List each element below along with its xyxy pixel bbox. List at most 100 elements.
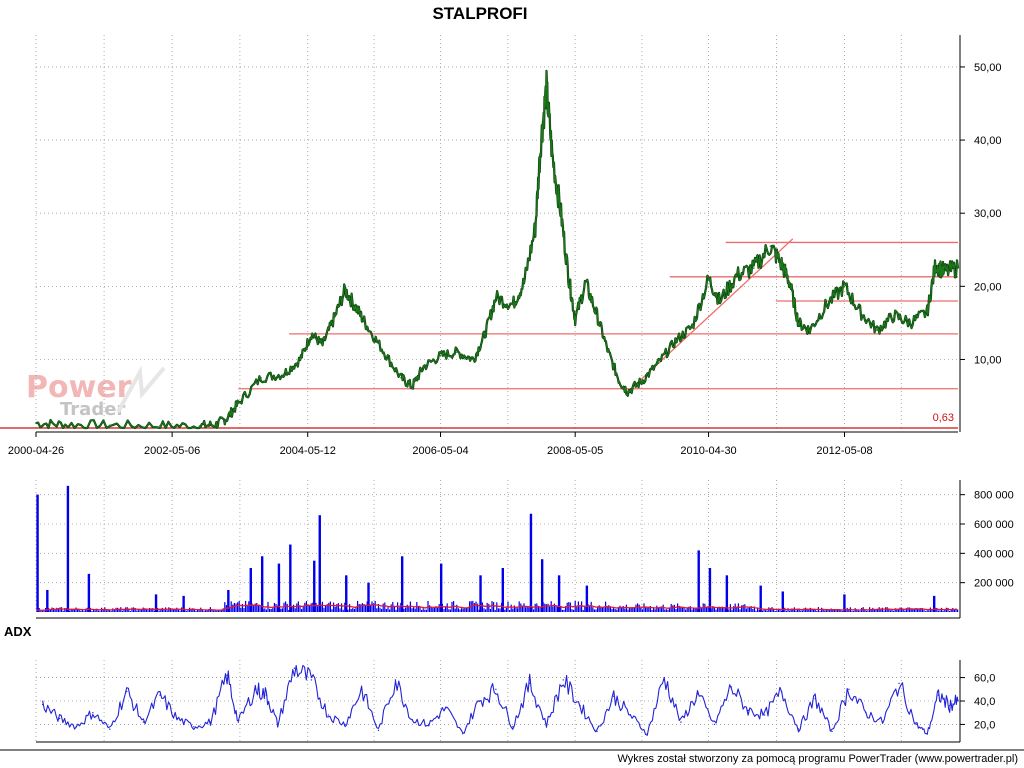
volume-spike-bar-21 — [557, 575, 561, 612]
price-point-19 — [411, 385, 413, 388]
volume-bar-204 — [363, 603, 365, 612]
volume-bar-521 — [870, 609, 872, 612]
adx-point-35 — [613, 695, 615, 698]
volume-bar-548 — [913, 608, 915, 612]
volume-bar-557 — [928, 610, 930, 612]
volume-bar-542 — [904, 610, 906, 612]
volume-bar-477 — [800, 610, 802, 612]
price-point-16 — [366, 325, 369, 328]
volume-bar-404 — [683, 607, 685, 612]
volume-spike-bar-0 — [36, 494, 39, 612]
volume-bar-179 — [323, 607, 325, 612]
adx-point-40 — [696, 693, 699, 695]
price-point-61 — [943, 270, 946, 273]
volume-spike-bar-14 — [367, 582, 370, 612]
volume-bar-349 — [595, 609, 597, 612]
volume-bar-331 — [566, 602, 568, 612]
price-point-55 — [859, 311, 861, 313]
volume-y-tick-label-2: 600 000 — [974, 519, 1014, 531]
volume-bar-441 — [742, 604, 744, 612]
volume-bar-366 — [622, 606, 624, 612]
volume-bar-87 — [176, 607, 178, 612]
volume-bar-218 — [385, 608, 387, 612]
volume-bar-363 — [617, 606, 619, 612]
volume-bar-382 — [648, 607, 650, 612]
price-point-48 — [769, 245, 772, 247]
volume-bar-419 — [707, 606, 709, 612]
volume-bar-478 — [801, 610, 803, 612]
adx-point-33 — [579, 704, 581, 707]
volume-spike-bar-16 — [439, 563, 443, 612]
price-point-30 — [545, 88, 548, 90]
volume-bar-240 — [421, 609, 423, 612]
volume-bar-274 — [475, 601, 477, 612]
volume-bar-307 — [528, 607, 530, 612]
volume-spike-bar-18 — [501, 568, 504, 612]
adx-point-14 — [265, 694, 268, 696]
volume-bar-378 — [641, 609, 643, 612]
volume-bar-190 — [341, 603, 343, 612]
volume-bar-345 — [589, 605, 591, 612]
volume-spike-bar-9 — [277, 563, 281, 612]
volume-bar-319 — [547, 603, 549, 612]
price-point-45 — [719, 300, 721, 302]
volume-bar-296 — [510, 604, 512, 612]
volume-bar-462 — [776, 610, 778, 612]
adx-point-36 — [629, 714, 632, 716]
volume-bar-346 — [590, 601, 592, 612]
price-point-17 — [383, 351, 385, 353]
volume-bar-253 — [441, 603, 443, 612]
volume-bar-146 — [270, 609, 272, 612]
volume-bar-352 — [600, 607, 602, 612]
price-point-28 — [534, 227, 537, 229]
volume-bar-529 — [883, 610, 885, 612]
volume-bar-215 — [381, 609, 383, 612]
volume-bar-160 — [293, 604, 295, 612]
adx-point-22 — [394, 679, 397, 681]
volume-bar-18 — [65, 608, 67, 612]
x-tick-label-5: 2010-04-30 — [680, 445, 736, 457]
price-point-14 — [344, 289, 346, 291]
volume-bar-111 — [214, 610, 216, 612]
volume-bar-34 — [91, 610, 93, 612]
volume-bar-62 — [136, 610, 138, 612]
x-tick-label-1: 2002-05-06 — [144, 445, 200, 457]
price-line-shadow — [35, 69, 960, 430]
volume-bar-544 — [907, 607, 909, 612]
volume-bar-114 — [219, 609, 221, 612]
price-point-3 — [159, 424, 161, 427]
volume-bar-371 — [630, 607, 632, 612]
price-point-21 — [439, 355, 442, 357]
adx-point-1 — [58, 717, 61, 720]
chart-title: STALPROFI — [432, 4, 527, 23]
volume-bar-106 — [206, 610, 208, 612]
volume-bar-162 — [296, 603, 298, 612]
price-point-12 — [321, 344, 324, 346]
adx-point-37 — [646, 733, 648, 735]
volume-bar-64 — [139, 609, 141, 612]
volume-bar-122 — [232, 604, 234, 612]
volume-bar-149 — [275, 603, 277, 612]
volume-bar-468 — [785, 610, 787, 612]
volume-bar-97 — [192, 608, 194, 612]
volume-bar-435 — [733, 606, 735, 612]
volume-y-tick-label-3: 800 000 — [974, 490, 1014, 502]
volume-bar-401 — [678, 605, 680, 612]
volume-bar-46 — [110, 611, 112, 612]
volume-bar-527 — [880, 609, 882, 612]
volume-bar-238 — [417, 606, 419, 612]
price-point-27 — [523, 281, 525, 284]
volume-bar-519 — [867, 610, 869, 612]
price-point-32 — [559, 208, 562, 211]
volume-bar-262 — [456, 604, 458, 612]
volume-spike-bar-6 — [227, 590, 230, 612]
volume-bar-389 — [659, 606, 661, 612]
volume-bar-374 — [635, 604, 637, 612]
volume-bar-89 — [179, 610, 181, 612]
volume-bar-564 — [939, 610, 941, 612]
adx-point-25 — [444, 707, 447, 709]
volume-bar-198 — [353, 608, 355, 612]
price-point-36 — [596, 314, 598, 317]
volume-bar-571 — [950, 609, 952, 612]
